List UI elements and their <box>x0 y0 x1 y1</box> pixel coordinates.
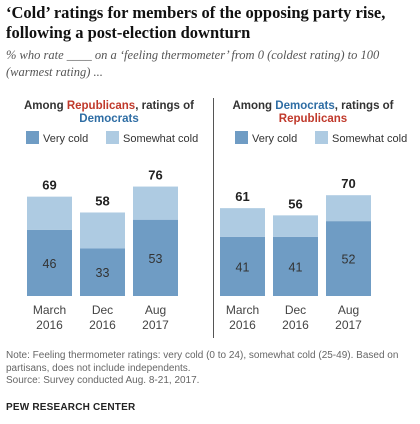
category-label: 2016 <box>89 318 116 332</box>
heading-text: , ratings of <box>334 100 394 112</box>
category-label: Aug <box>338 303 359 317</box>
bar-very-cold <box>80 248 125 296</box>
heading-text: Among <box>24 100 67 112</box>
legend-label: Very cold <box>43 133 89 145</box>
heading-text: , ratings of <box>135 100 194 112</box>
panel-divider <box>213 98 214 338</box>
bar-very-cold <box>133 219 178 296</box>
legend-swatch <box>106 131 119 144</box>
bar-somewhat-cold <box>220 208 265 237</box>
category-label: 2016 <box>282 318 309 332</box>
legend-very-cold: Very cold <box>26 131 88 145</box>
legend-swatch <box>26 131 39 144</box>
legend-very-cold: Very cold <box>235 131 297 145</box>
category-label: Aug <box>145 303 166 317</box>
chart-subtitle: % who rate ____ on a ‘feeling thermomete… <box>6 48 380 79</box>
bar-somewhat-cold <box>326 195 371 222</box>
data-label-total: 76 <box>148 168 162 183</box>
heading-group: Republicans <box>66 100 136 112</box>
heading-target: Democrats <box>79 113 139 125</box>
panel-heading-left: Among Republicans, ratings of Democrats <box>14 100 204 126</box>
data-label-very-cold: 46 <box>43 257 57 271</box>
legend-label: Somewhat cold <box>332 133 408 145</box>
heading-target: Republicans <box>278 113 348 125</box>
heading-group: Democrats <box>275 100 335 112</box>
data-label-very-cold: 41 <box>236 260 250 274</box>
category-label: Dec <box>285 303 306 317</box>
data-label-total: 56 <box>288 196 302 211</box>
category-label: March <box>33 303 66 317</box>
data-label-total: 61 <box>235 189 249 204</box>
bar-somewhat-cold <box>80 212 125 249</box>
chart-canvas: 4669March20163358Dec20165376Aug20174161M… <box>27 168 371 332</box>
bar-very-cold <box>326 221 371 296</box>
category-label: 2016 <box>36 318 63 332</box>
chart-title: ‘Cold’ ratings for members of the opposi… <box>6 3 386 42</box>
category-label: 2017 <box>335 318 362 332</box>
bar-somewhat-cold <box>273 215 318 237</box>
chart-source: Source: Survey conducted Aug. 8-21, 2017… <box>6 375 200 386</box>
data-label-very-cold: 53 <box>149 252 163 266</box>
bar-very-cold <box>27 229 72 296</box>
category-label: March <box>226 303 259 317</box>
data-label-total: 69 <box>42 178 56 193</box>
org-credit: PEW RESEARCH CENTER <box>6 402 136 413</box>
chart-note: Note: Feeling thermometer ratings: very … <box>6 350 399 374</box>
bar-very-cold <box>273 236 318 296</box>
bar-somewhat-cold <box>133 186 178 220</box>
legend-label: Somewhat cold <box>123 133 199 145</box>
data-label-very-cold: 33 <box>96 266 110 280</box>
category-label: 2017 <box>142 318 169 332</box>
data-label-total: 58 <box>95 193 109 208</box>
legend-swatch <box>235 131 248 144</box>
legend-somewhat-cold: Somewhat cold <box>106 131 198 145</box>
legend-somewhat-cold: Somewhat cold <box>315 131 407 145</box>
data-label-total: 70 <box>341 176 355 191</box>
bar-somewhat-cold <box>27 196 72 230</box>
category-label: Dec <box>92 303 113 317</box>
data-label-very-cold: 52 <box>342 253 356 267</box>
heading-text: Among <box>232 100 276 112</box>
bar-very-cold <box>220 236 265 296</box>
legend-swatch <box>315 131 328 144</box>
category-label: 2016 <box>229 318 256 332</box>
data-label-very-cold: 41 <box>289 260 303 274</box>
legend-label: Very cold <box>252 133 298 145</box>
panel-heading-right: Among Democrats, ratings of Republicans <box>218 100 408 126</box>
